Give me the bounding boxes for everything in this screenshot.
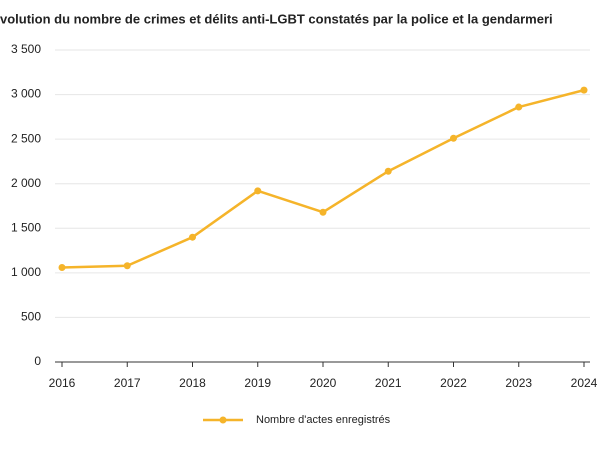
x-tick-label: 2016 (49, 376, 76, 390)
x-tick-label: 2018 (179, 376, 206, 390)
point (58, 264, 66, 272)
chart-title: volution du nombre de crimes et délits a… (0, 11, 553, 26)
x-tick-label: 2019 (244, 376, 271, 390)
y-tick-label: 1 000 (11, 265, 41, 279)
point (515, 103, 523, 111)
y-tick-label: 2 000 (11, 176, 41, 190)
point (580, 86, 588, 94)
legend-marker (219, 416, 227, 424)
y-tick-label: 3 000 (11, 87, 41, 101)
point (254, 187, 262, 195)
y-tick-label: 2 500 (11, 131, 41, 145)
y-tick-label: 0 (34, 354, 41, 368)
legend-label: Nombre d'actes enregistrés (256, 414, 391, 426)
point (123, 262, 131, 270)
point (450, 134, 457, 142)
line (61, 88, 585, 269)
x-tick-label: 2020 (310, 376, 337, 390)
y-tick-label: 1 500 (11, 220, 41, 234)
x-tick-label: 2021 (375, 376, 402, 390)
x-tick-label: 2023 (505, 376, 532, 390)
x-tick-label: 2024 (571, 376, 598, 390)
y-tick-label: 3 500 (11, 42, 41, 56)
point (319, 208, 327, 216)
y-tick-label: 500 (21, 310, 41, 324)
point (189, 233, 196, 241)
point (384, 167, 392, 175)
x-tick-label: 2017 (114, 376, 141, 390)
x-tick-label: 2022 (440, 376, 467, 390)
